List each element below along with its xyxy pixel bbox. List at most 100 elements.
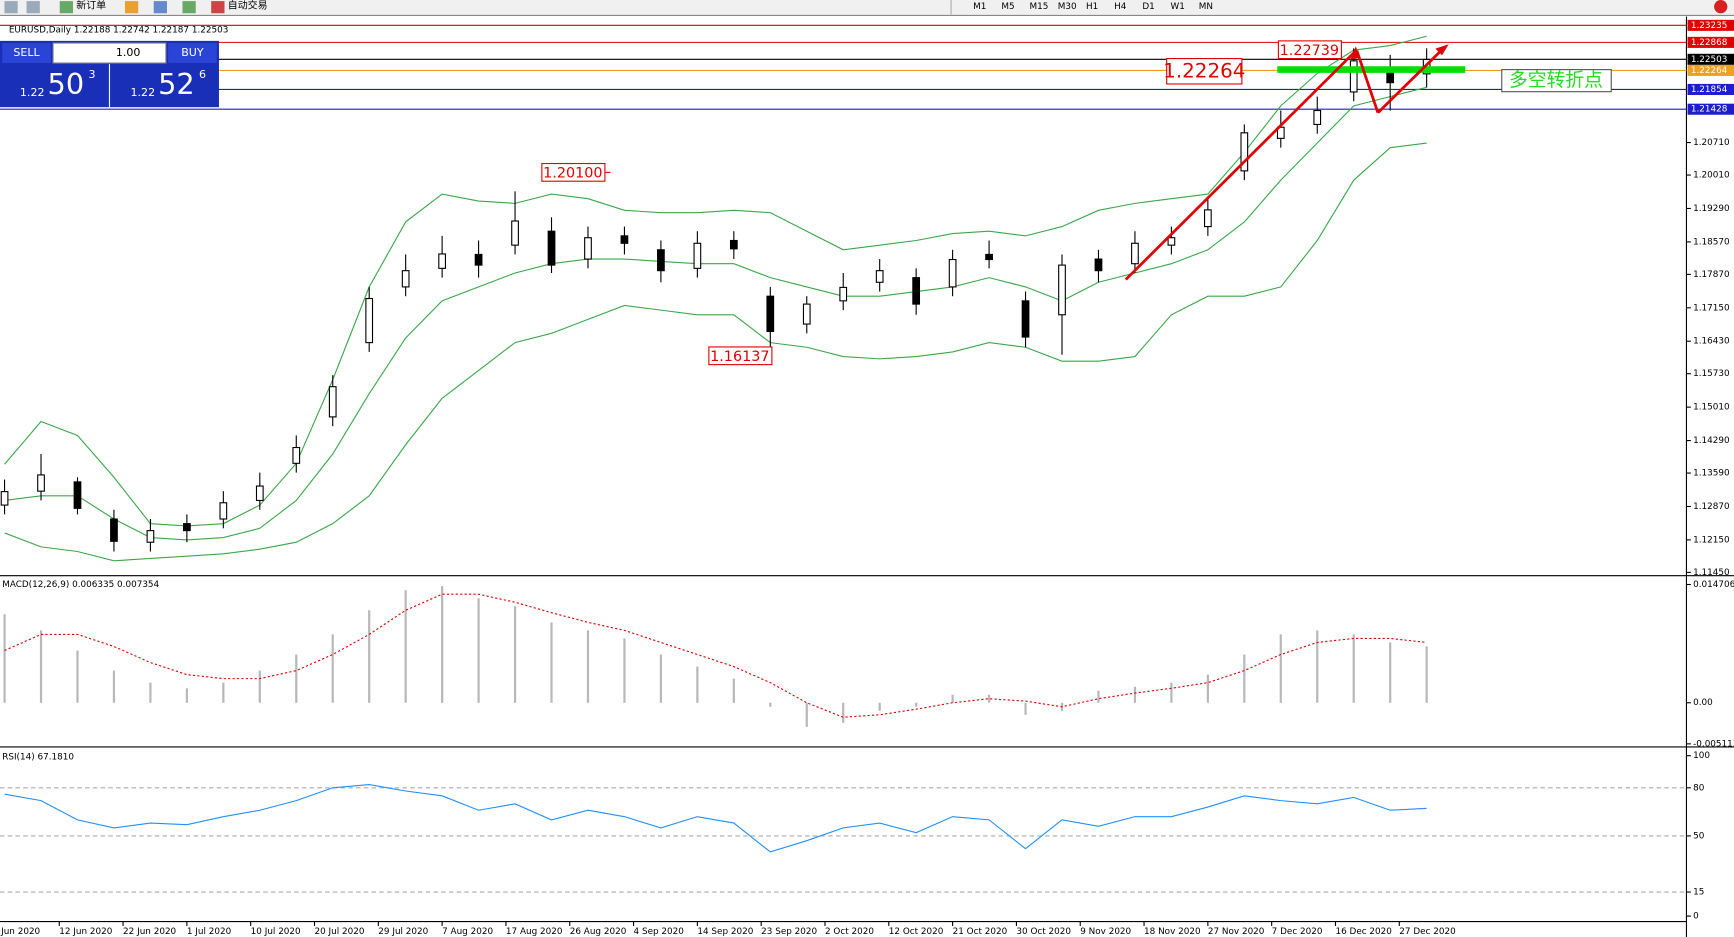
x-tick-label: 21 Oct 2020 [953,927,1008,937]
ask-big[interactable]: 1.22 [130,86,155,99]
price-label: 1.22503 [1691,55,1728,65]
price-label-bg [1687,103,1734,115]
x-tick-label: 27 Nov 2020 [1208,927,1265,937]
price-label-bg [1687,83,1734,95]
trend-arrow [1124,49,1357,281]
candle-body [985,253,993,261]
buy-label[interactable]: BUY [181,46,204,59]
candle-body [912,277,921,305]
icon[interactable] [211,1,225,14]
candle-body [1349,60,1358,93]
bollinger-band [4,35,1427,527]
y-tick-label: 1.20010 [1693,171,1730,181]
y-tick-label: 1.14290 [1693,436,1730,446]
icon[interactable] [182,1,196,14]
candle-body [110,518,118,542]
y-tick-label: 0 [1693,912,1699,922]
x-tick-label: 1 Jul 2020 [187,927,232,937]
auto-trade-button[interactable]: 自动交易 [228,0,268,12]
bid-pips[interactable]: 50 [48,67,85,101]
x-tick-label: 22 Jun 2020 [123,927,177,937]
timeframe-button[interactable]: H4 [1114,2,1127,12]
candle-body [474,253,483,266]
candle-body [1313,109,1322,126]
chart-title: EURUSD,Daily 1.22188 1.22742 1.22187 1.2… [9,25,229,35]
icon[interactable] [4,1,18,14]
icon[interactable] [124,1,139,14]
timeframe-button[interactable]: D1 [1142,2,1154,12]
icon[interactable] [26,1,40,14]
timeframe-button[interactable]: H1 [1086,2,1098,12]
x-tick-label: 18 Nov 2020 [1144,927,1201,937]
annotation-box [1501,69,1612,93]
bollinger-band [4,86,1427,541]
candle-body [1094,258,1103,272]
timeframe-button[interactable]: W1 [1171,2,1185,12]
y-tick-label: 0.00 [1693,698,1713,708]
candle-body [948,258,957,288]
candle-body [292,446,301,464]
trade-panel: SELL 1.00 BUY 1.22 50 3 1.22 52 6 [0,40,219,108]
alert-icon[interactable] [1714,0,1728,14]
annotation: 1.22264 [1163,59,1245,82]
timeframe-button[interactable]: M15 [1030,2,1049,12]
macd-title: MACD(12,26,9) 0.006335 0.007354 [2,580,159,590]
candle-body [511,220,519,246]
candle-body [1131,242,1139,265]
price-label: 1.23235 [1691,21,1728,31]
x-tick-label: Jun 2020 [0,927,40,937]
y-tick-label: 1.15010 [1693,403,1730,413]
candle-body [438,253,446,269]
candle-body [0,491,9,506]
new-order-button[interactable]: 新订单 [76,0,106,12]
annotation-box [1277,40,1342,60]
icon[interactable] [153,1,167,14]
candle-body [219,502,228,520]
y-tick-label: -0.005113 [1693,739,1734,749]
x-tick-label: 12 Jun 2020 [59,927,113,937]
trend-arrow [1376,47,1445,114]
price-label: 1.22868 [1691,38,1728,48]
x-tick-label: 27 Dec 2020 [1399,927,1456,937]
candle-body [1021,300,1030,338]
candle-body [1240,132,1249,172]
toolbar [0,0,1734,16]
candle-body [693,242,702,269]
toolbar-items: 新订单 自动交易 [4,0,952,15]
rsi-title: RSI(14) 67.1810 [2,752,74,762]
bid-frac[interactable]: 3 [88,68,95,81]
y-tick-label: 1.13590 [1693,469,1730,479]
timeframe-button[interactable]: M1 [973,2,986,12]
candle-body [146,530,155,543]
x-tick-label: 4 Sep 2020 [634,927,685,937]
price-label-bg [1687,64,1734,76]
lot-value[interactable]: 1.00 [116,46,141,59]
timeframe-button[interactable]: M5 [1001,2,1014,12]
x-tick-label: 12 Oct 2020 [889,927,944,937]
sell-label[interactable]: SELL [13,46,40,59]
ask-frac[interactable]: 6 [199,68,206,81]
y-tick-label: 1.12870 [1693,502,1730,512]
y-tick-label: 1.12150 [1693,535,1730,545]
candle-body [365,297,374,344]
x-tick-label: 7 Aug 2020 [442,927,493,937]
ask-pips[interactable]: 52 [158,67,195,101]
sell-button[interactable] [2,43,51,63]
trend-arrow [1355,50,1380,114]
candle-body [802,303,811,325]
timeframe-button[interactable]: MN [1199,2,1213,12]
x-tick-label: 14 Sep 2020 [697,927,753,937]
timeframe-button[interactable]: M30 [1058,2,1077,12]
y-tick-label: 1.11450 [1693,568,1730,578]
candle-body [1058,264,1066,316]
lot-input[interactable] [52,42,167,64]
buy-button[interactable] [168,43,217,63]
drawings: 1.20100 1.16137 1.22739 1.22264 多空转折点 [541,40,1612,366]
x-tick-label: 20 Jul 2020 [314,927,364,937]
y-tick-label: 1.17870 [1693,270,1730,280]
bid-big[interactable]: 1.22 [20,86,45,99]
icon[interactable] [59,1,73,14]
y-tick-label: 80 [1693,783,1705,793]
x-tick-label: 2 Oct 2020 [825,927,874,937]
candle-body [401,270,410,288]
